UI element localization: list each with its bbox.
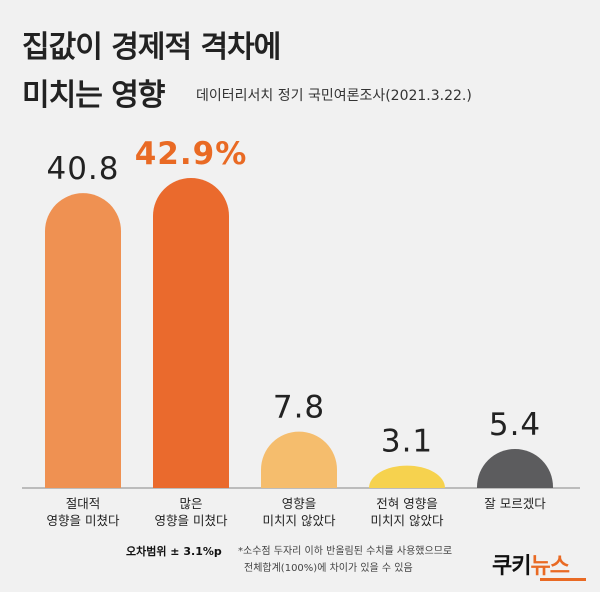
category-label-0-1: 영향을 미쳤다: [47, 513, 120, 528]
chart-title: 집값이 경제적 격차에 미치는 영향: [22, 24, 281, 120]
bar-4: [477, 448, 553, 488]
logo-underline: [540, 578, 586, 581]
category-label-2-0: 영향을: [282, 496, 317, 511]
category-label-3-0: 전혀 영향을: [376, 496, 437, 511]
footnote: *소수점 두자리 이하 반올림된 수치를 사용했으므로 전체합계(100%)에 …: [238, 543, 452, 577]
category-label-4-0: 잘 모르겠다: [484, 496, 546, 511]
value-label-2: 7.8: [273, 390, 325, 426]
footnote-line1: *소수점 두자리 이하 반올림된 수치를 사용했으므로: [238, 546, 453, 557]
bar-3: [369, 465, 445, 488]
value-label-0: 40.8: [46, 151, 119, 187]
value-label-4: 5.4: [489, 407, 541, 443]
chart-source: 데이터리서치 정기 국민여론조사(2021.3.22.): [196, 88, 472, 104]
category-label-1-1: 영향을 미쳤다: [155, 513, 228, 528]
kuki-news-logo: 쿠키뉴스: [492, 548, 570, 580]
category-label-1-0: 많은: [179, 496, 202, 511]
bar-1: [153, 178, 229, 488]
category-label-0-0: 절대적: [66, 496, 101, 511]
category-label-3-1: 미치지 않았다: [371, 513, 444, 528]
bar-2: [261, 431, 337, 488]
logo-part1: 쿠키: [492, 554, 531, 579]
value-label-1: 42.9%: [135, 136, 248, 172]
margin-of-error: 오차범위 ± 3.1%p: [126, 545, 222, 558]
logo-part2: 뉴스: [530, 554, 569, 579]
chart-title-line2: 미치는 영향: [22, 78, 165, 113]
chart-title-line1: 집값이 경제적 격차에: [22, 30, 281, 65]
category-label-2-1: 미치지 않았다: [263, 513, 336, 528]
bar-0: [45, 193, 121, 489]
footnote-line2: 전체합계(100%)에 차이가 있을 수 있음: [244, 563, 413, 574]
value-label-3: 3.1: [381, 424, 433, 460]
